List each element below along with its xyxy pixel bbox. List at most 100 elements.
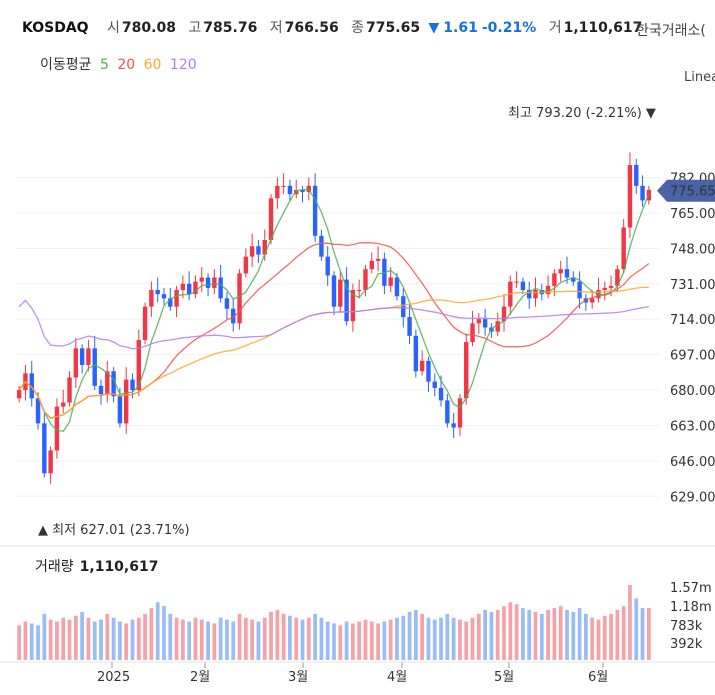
exchange-selector[interactable]: 한국거래소( [636, 23, 706, 39]
volume-bar [55, 621, 59, 660]
candle-body [136, 340, 141, 390]
volume-bar [634, 598, 639, 660]
candle-body [438, 387, 444, 401]
volume-bar [136, 617, 141, 660]
volume-bar [357, 621, 362, 660]
volume-bar [199, 619, 204, 660]
volume-bar [558, 606, 563, 660]
candle-body [312, 185, 318, 236]
candle-body [577, 281, 582, 299]
candle-body [432, 381, 437, 388]
volume-bar [130, 619, 135, 660]
candle-body [464, 342, 469, 399]
volume-bar [23, 621, 28, 660]
volume-bar [92, 621, 97, 660]
candle-body [42, 423, 47, 474]
volume-bar [596, 619, 601, 660]
volume-title-label: 거래량 [35, 559, 74, 575]
volume-bar [445, 613, 450, 660]
candle-body [470, 323, 475, 343]
volume-bar [111, 617, 116, 660]
x-tick-label: 2월 [190, 670, 210, 685]
candle-body [545, 285, 551, 295]
volume-value: 1,110,617 [563, 20, 643, 36]
volume-bar [583, 613, 588, 660]
candle-body [457, 398, 463, 428]
ma60-legend[interactable]: 60 [143, 57, 162, 73]
candle-body [476, 319, 482, 324]
volume-bar [61, 617, 66, 660]
min-price-label: ▲ 최저 627.01 (23.71%) [38, 523, 190, 538]
y-tick-label: 680.00 [670, 384, 715, 399]
candle-body [48, 450, 53, 474]
candle-body [149, 290, 154, 307]
volume-bar [67, 619, 72, 660]
volume-bar [187, 621, 192, 660]
volume-bar [313, 613, 317, 660]
volume-bar [281, 613, 286, 660]
candle-body [533, 290, 538, 299]
candle-body [571, 277, 576, 282]
ma120-legend[interactable]: 120 [169, 57, 197, 73]
candle-body [231, 308, 236, 324]
volume-bar [306, 617, 311, 660]
candle-body [294, 190, 299, 195]
candle-body [501, 306, 507, 322]
ma-legend[interactable]: 이동평균 5 20 60 120 [36, 54, 197, 74]
candle-body [615, 269, 620, 286]
candle-body [300, 190, 305, 193]
volume-bar [602, 615, 607, 660]
candle-body [105, 371, 110, 395]
scale-mode-button[interactable]: Linea [684, 70, 715, 85]
candle-body [180, 283, 186, 290]
candle-body [281, 185, 286, 187]
volume-bar [646, 608, 651, 660]
volume-bar [388, 619, 393, 660]
last-price-label: 775.65 [670, 185, 715, 200]
max-price-label: 최고 793.20 (-2.21%) ▼ [508, 106, 656, 121]
volume-tick-label: 783k [670, 619, 703, 634]
volume-bar [99, 619, 103, 660]
volume-bar [118, 621, 122, 660]
candle-body [16, 390, 22, 399]
candle-body [407, 317, 412, 336]
candle-body [212, 277, 217, 288]
candle-body [256, 246, 261, 255]
volume-bar [376, 623, 380, 660]
volume-bar [476, 613, 481, 660]
volume-bar [42, 613, 47, 660]
candle-body [98, 385, 104, 395]
volume-bar [73, 615, 78, 660]
volume-bar [225, 619, 229, 660]
candle-body [564, 269, 570, 278]
y-tick-label: 731.00 [670, 278, 715, 293]
volume-bar [420, 613, 425, 660]
volume-tick-label: 1.18m [670, 600, 712, 615]
y-tick-label: 714.00 [670, 313, 715, 328]
ma20-legend[interactable]: 20 [117, 57, 136, 73]
candle-body [426, 360, 431, 382]
candle-body [35, 398, 41, 424]
volume-bar [332, 623, 336, 660]
candle-body [111, 371, 116, 397]
candle-body [130, 379, 135, 390]
candle-body [287, 185, 293, 195]
ma120-line [18, 299, 650, 350]
candle-body [527, 290, 532, 299]
volume-title-value: 1,110,617 [79, 559, 159, 575]
volume-bar [502, 606, 506, 660]
volume-bar [628, 585, 632, 660]
last-price-tag [657, 179, 715, 202]
candle-body [205, 277, 211, 288]
volume-bar [369, 621, 374, 660]
candle-body [602, 287, 607, 290]
x-tick-label: 3월 [288, 670, 308, 685]
candle-body [199, 277, 204, 282]
candle-body [67, 377, 72, 403]
ma5-legend[interactable]: 5 [99, 57, 109, 73]
candle-body [243, 256, 249, 274]
volume-bar [300, 619, 305, 660]
volume-bar [275, 610, 280, 660]
close-label: 종 [351, 20, 365, 36]
